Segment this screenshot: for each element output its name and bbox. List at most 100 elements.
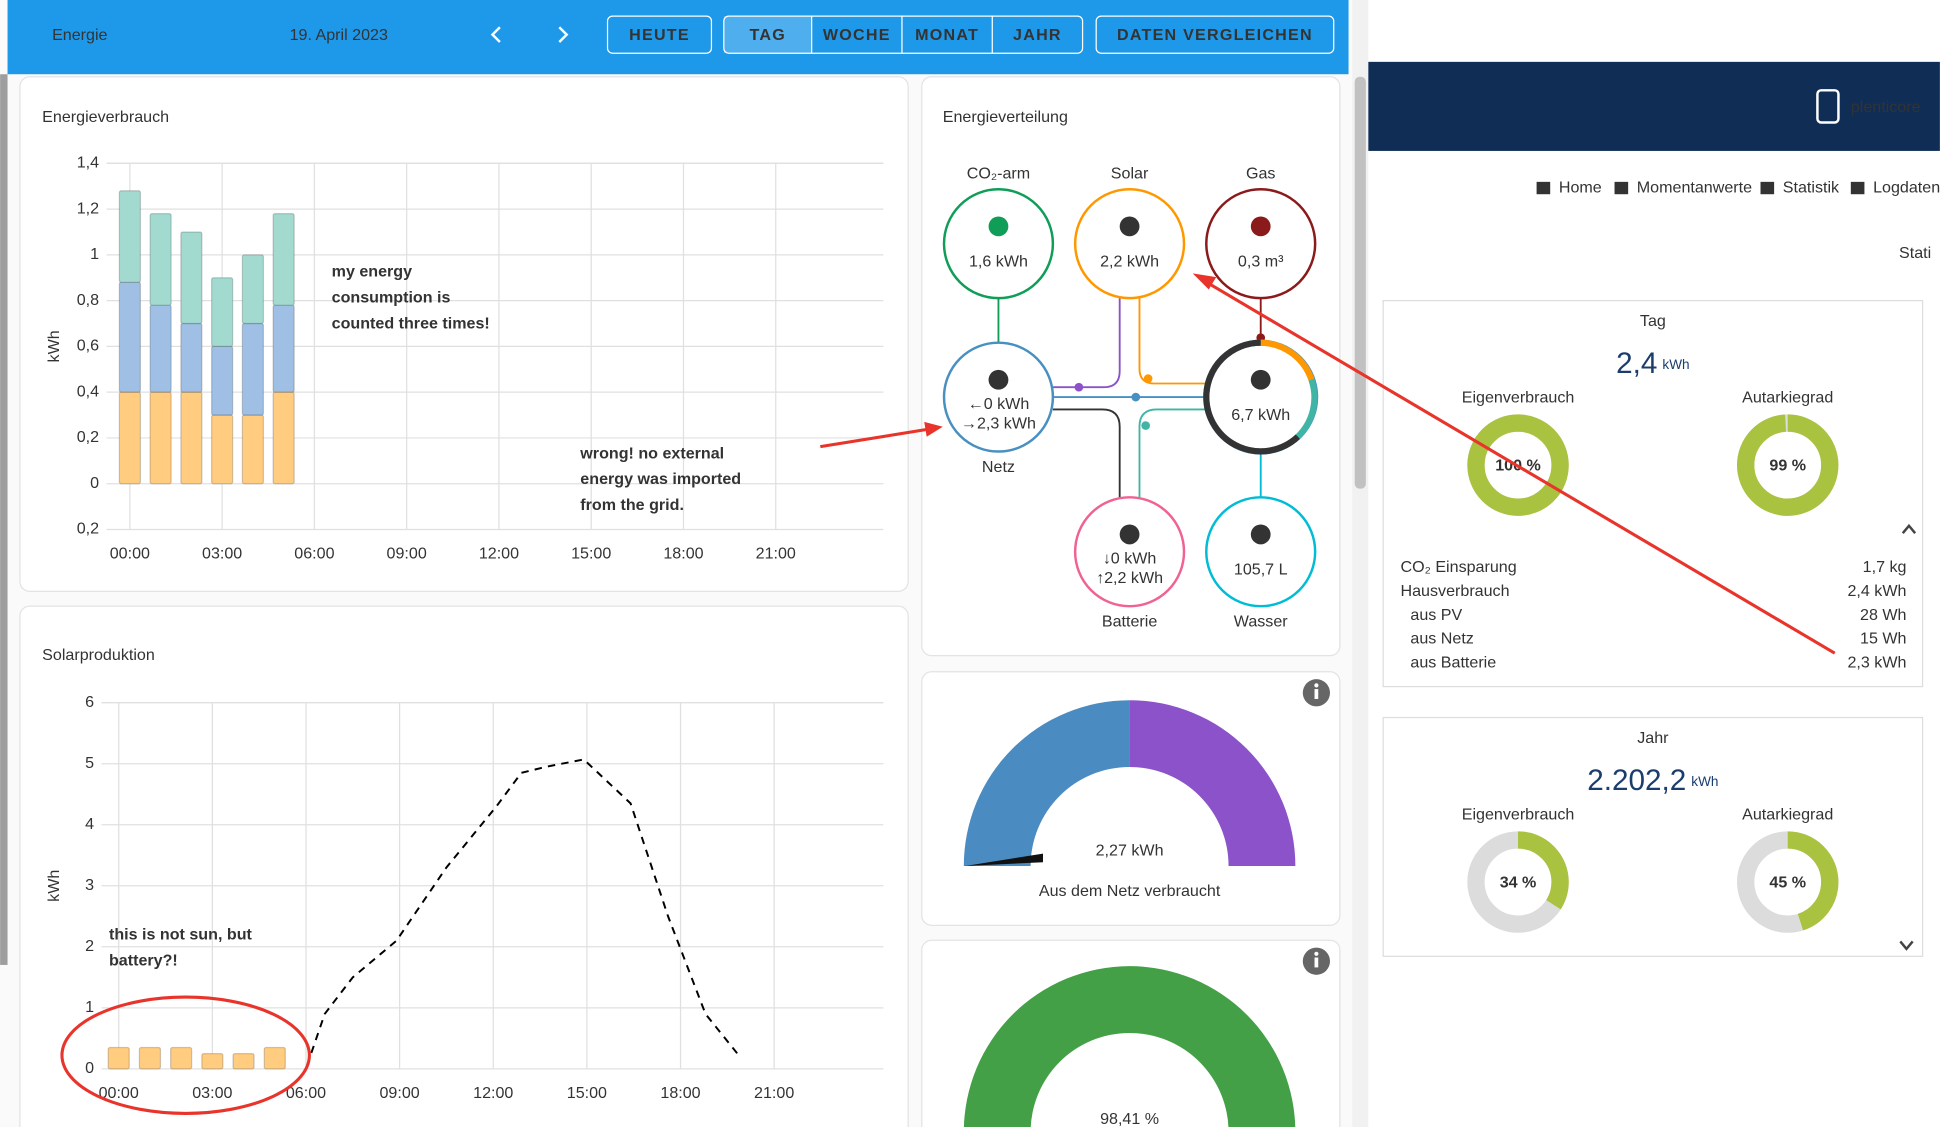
button-label: HEUTE xyxy=(629,26,690,44)
card xyxy=(19,605,909,1127)
bar xyxy=(180,391,203,485)
button-group xyxy=(723,15,1084,54)
site-header xyxy=(1368,61,1940,151)
button-label: JAHR xyxy=(1013,26,1062,44)
annotation-text: counted three times! xyxy=(332,314,490,332)
flow-dot xyxy=(1143,374,1153,383)
x-tick-label: 21:00 xyxy=(754,1084,794,1102)
button[interactable] xyxy=(606,15,713,54)
collapse-toggle[interactable] xyxy=(1899,940,1914,951)
node-circle xyxy=(1205,496,1317,608)
x-tick-label: 00:00 xyxy=(99,1084,139,1102)
stat-row-label: aus PV xyxy=(1410,606,1462,624)
node-icon xyxy=(1250,369,1271,390)
gauge-label: Aus dem Netz verbraucht xyxy=(1039,882,1221,900)
y-tick-label: 0 xyxy=(90,474,99,492)
flow-dot xyxy=(1131,392,1141,402)
annotation-text: energy was imported xyxy=(580,470,741,488)
x-tick-label: 21:00 xyxy=(756,544,796,562)
bar xyxy=(241,414,265,485)
nav-link[interactable]: Momentanwerte xyxy=(1637,178,1752,196)
bar xyxy=(170,1046,193,1070)
ring-progress xyxy=(1737,831,1839,933)
collapse-toggle[interactable] xyxy=(1901,523,1917,534)
bar xyxy=(241,322,265,416)
bar xyxy=(107,1046,130,1070)
stat-row-value: 28 Wh xyxy=(1860,606,1906,624)
stat-row-label: CO₂ Einsparung xyxy=(1401,558,1517,576)
node-value: 2,2 kWh xyxy=(1100,253,1159,271)
x-tick-label: 00:00 xyxy=(110,544,150,562)
next-button[interactable] xyxy=(558,26,569,43)
x-tick-label: 03:00 xyxy=(192,1084,232,1102)
stat-row-label: aus Netz xyxy=(1410,630,1473,648)
button[interactable] xyxy=(1095,15,1335,54)
stat-total-value: 2.202,2 xyxy=(1587,764,1686,797)
stat-row-label: Hausverbrauch xyxy=(1401,582,1510,600)
bar xyxy=(211,277,234,348)
stat-card-title: Tag xyxy=(1640,312,1666,330)
button[interactable] xyxy=(723,16,812,54)
stat-row-value: 2,4 kWh xyxy=(1848,582,1907,600)
nav-icon xyxy=(1536,181,1551,195)
left-edge xyxy=(0,74,8,965)
y-tick-label: 5 xyxy=(85,754,94,772)
annotation-text: battery?! xyxy=(109,951,178,969)
brand-name: plenticore xyxy=(1851,98,1921,116)
info-icon-glyph xyxy=(1314,951,1319,956)
button-label: WOCHE xyxy=(823,26,891,44)
info-icon-glyph xyxy=(1314,683,1319,688)
node-icon xyxy=(988,216,1009,237)
node-circle xyxy=(942,188,1055,300)
node-out: →2,3 kWh xyxy=(961,415,1036,433)
node-ring-segment xyxy=(1203,339,1300,455)
bar xyxy=(149,391,172,485)
node-label: Solar xyxy=(1111,165,1149,183)
nav-link[interactable]: Home xyxy=(1559,178,1602,196)
y-tick-label: 0,6 xyxy=(77,337,99,355)
node-value: 105,7 L xyxy=(1234,561,1288,579)
annotation-arrow xyxy=(820,427,929,449)
gauge: 98,41 % xyxy=(963,966,1296,1127)
node-circle xyxy=(1073,188,1186,300)
nav-link[interactable]: Statistik xyxy=(1783,178,1840,196)
y-tick-label: 1 xyxy=(85,998,94,1016)
stat-row-label: aus Batterie xyxy=(1410,654,1496,672)
flow-line xyxy=(1052,408,1121,498)
bar xyxy=(149,213,172,306)
bar xyxy=(272,213,295,306)
ring-progress xyxy=(1467,831,1569,933)
chart-title: Solarproduktion xyxy=(42,646,155,664)
y-tick-label: 2 xyxy=(85,937,94,955)
bar xyxy=(201,1052,224,1070)
y-tick-label: 1,4 xyxy=(77,154,99,172)
ring-label: Autarkiegrad xyxy=(1742,389,1833,407)
x-tick-label: 12:00 xyxy=(479,544,519,562)
bar xyxy=(138,1046,162,1070)
stat-total: 2,4 kWh xyxy=(1616,347,1689,380)
node-icon xyxy=(1250,216,1271,237)
bar xyxy=(118,190,142,283)
bar xyxy=(272,391,295,485)
nav-link[interactable]: Logdaten xyxy=(1873,178,1940,196)
ring-value: 34 % xyxy=(1500,874,1537,892)
ring-value: 45 % xyxy=(1769,874,1806,892)
scrollbar-thumb xyxy=(1354,76,1366,489)
node-icon xyxy=(988,369,1009,390)
brand-icon xyxy=(1816,89,1840,124)
node-out: ↑2,2 kWh xyxy=(1096,569,1163,587)
annotation-text: this is not sun, but xyxy=(109,925,253,943)
date-label: 19. April 2023 xyxy=(290,26,388,44)
prev-button[interactable] xyxy=(490,26,501,43)
flow-line xyxy=(1052,298,1121,389)
page-heading: Stati xyxy=(1899,244,1931,262)
node-icon xyxy=(1119,216,1140,237)
node-in: ↓0 kWh xyxy=(1103,549,1157,567)
gauge-value: 2,27 kWh xyxy=(1096,841,1164,859)
node-circle xyxy=(1073,496,1186,608)
y-tick-label: 1,2 xyxy=(77,199,99,217)
annotation-text: my energy xyxy=(332,262,412,280)
ring-progress xyxy=(1737,414,1839,516)
annotation-arrow xyxy=(1205,280,1836,655)
node-label: Gas xyxy=(1246,165,1275,183)
